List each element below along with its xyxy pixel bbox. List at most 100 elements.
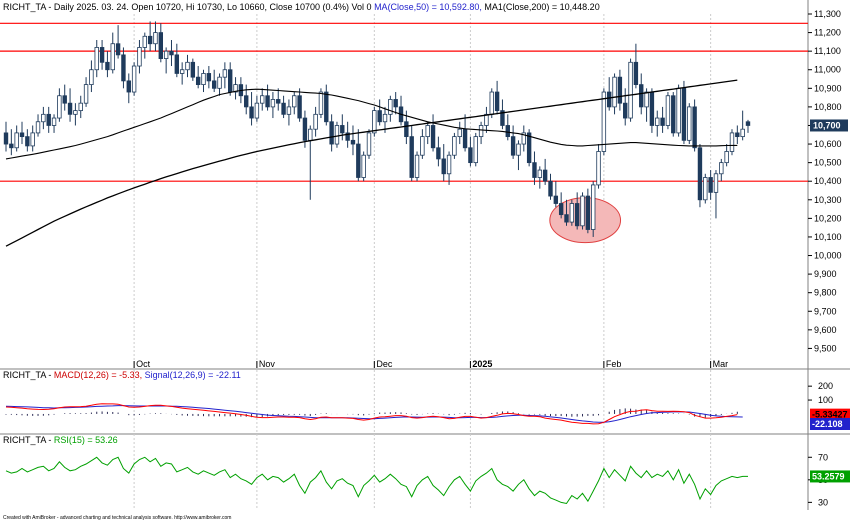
candle-down[interactable]	[494, 91, 500, 112]
candle-down[interactable]	[430, 125, 436, 149]
candle-up[interactable]	[201, 73, 206, 85]
candle-up[interactable]	[590, 184, 596, 230]
candle-down[interactable]	[548, 180, 553, 197]
macd-pane[interactable]	[5, 403, 743, 425]
candle-down[interactable]	[526, 132, 532, 164]
candle-up[interactable]	[361, 154, 366, 178]
candle-down[interactable]	[147, 35, 153, 45]
candle-up[interactable]	[489, 91, 494, 115]
candle-down[interactable]	[340, 125, 345, 134]
candle-up[interactable]	[569, 203, 575, 223]
candle-down[interactable]	[500, 110, 505, 126]
candle-down[interactable]	[745, 121, 751, 126]
candle-down[interactable]	[265, 95, 270, 108]
macd-line[interactable]	[5, 403, 738, 425]
candle-down[interactable]	[393, 99, 398, 108]
candle-down[interactable]	[692, 106, 697, 149]
candle-down[interactable]	[585, 195, 591, 230]
candle-up[interactable]	[457, 128, 462, 138]
candle-up[interactable]	[51, 117, 57, 126]
candle-up[interactable]	[73, 110, 78, 115]
candle-up[interactable]	[655, 117, 660, 126]
candle-down[interactable]	[639, 84, 644, 108]
candle-down[interactable]	[350, 139, 356, 145]
candle-up[interactable]	[185, 61, 190, 71]
candle-down[interactable]	[206, 73, 212, 82]
candle-up[interactable]	[420, 136, 425, 156]
candle-up[interactable]	[83, 84, 89, 104]
candle-down[interactable]	[126, 80, 131, 93]
highlight-ellipse[interactable]	[549, 197, 622, 244]
candle-down[interactable]	[510, 136, 516, 156]
candle-down[interactable]	[468, 147, 473, 164]
candle-up[interactable]	[452, 136, 457, 156]
candle-down[interactable]	[244, 95, 249, 108]
candle-down[interactable]	[660, 117, 665, 126]
candle-up[interactable]	[414, 154, 420, 178]
candle-up[interactable]	[425, 125, 430, 138]
candle-down[interactable]	[623, 102, 628, 119]
rsi-pane[interactable]	[5, 456, 748, 505]
candle-down[interactable]	[190, 61, 196, 78]
candle-up[interactable]	[388, 99, 393, 115]
candle-up[interactable]	[308, 128, 313, 141]
candle-up[interactable]	[222, 69, 228, 78]
candle-down[interactable]	[9, 143, 14, 149]
candle-down[interactable]	[276, 99, 281, 104]
candle-up[interactable]	[57, 95, 62, 119]
candle-down[interactable]	[99, 47, 105, 63]
candle-down[interactable]	[607, 91, 612, 108]
candle-up[interactable]	[270, 99, 276, 108]
candle-down[interactable]	[228, 69, 233, 93]
candle-up[interactable]	[313, 113, 318, 130]
candle-up[interactable]	[318, 91, 324, 115]
candle-down[interactable]	[441, 158, 446, 175]
candle-up[interactable]	[217, 76, 222, 89]
candle-up[interactable]	[484, 113, 489, 126]
price-pane[interactable]	[0, 21, 808, 247]
candle-up[interactable]	[729, 132, 735, 152]
candle-down[interactable]	[105, 61, 110, 71]
candle-down[interactable]	[297, 95, 302, 119]
candle-down[interactable]	[617, 76, 623, 104]
candle-down[interactable]	[649, 91, 655, 126]
candle-down[interactable]	[558, 203, 564, 216]
candle-down[interactable]	[211, 80, 217, 89]
candle-up[interactable]	[473, 136, 478, 164]
candle-down[interactable]	[409, 136, 414, 178]
candle-down[interactable]	[462, 128, 468, 149]
candle-up[interactable]	[94, 47, 99, 71]
candle-up[interactable]	[137, 47, 142, 67]
candle-up[interactable]	[644, 91, 649, 108]
candle-up[interactable]	[30, 132, 35, 147]
candle-down[interactable]	[249, 106, 254, 119]
candle-down[interactable]	[532, 162, 537, 178]
candle-up[interactable]	[179, 69, 185, 74]
candle-down[interactable]	[25, 136, 30, 147]
candle-up[interactable]	[601, 91, 607, 152]
candle-down[interactable]	[671, 95, 676, 134]
candle-down[interactable]	[62, 95, 67, 104]
candle-up[interactable]	[260, 95, 265, 104]
candle-down[interactable]	[345, 132, 350, 141]
candle-up[interactable]	[110, 43, 115, 71]
candle-up[interactable]	[334, 125, 340, 145]
candle-up[interactable]	[628, 61, 633, 119]
candle-up[interactable]	[687, 106, 692, 141]
candle-down[interactable]	[404, 121, 409, 138]
candle-down[interactable]	[708, 177, 713, 193]
candle-down[interactable]	[281, 102, 286, 115]
candle-down[interactable]	[356, 143, 361, 178]
candle-up[interactable]	[233, 84, 238, 93]
candle-up[interactable]	[724, 151, 729, 164]
candle-down[interactable]	[169, 50, 174, 56]
candle-down[interactable]	[505, 125, 510, 138]
candle-up[interactable]	[703, 177, 708, 201]
candle-up[interactable]	[446, 154, 452, 175]
candle-up[interactable]	[372, 110, 377, 134]
candle-down[interactable]	[115, 43, 121, 56]
candle-down[interactable]	[574, 203, 580, 227]
candle-up[interactable]	[41, 113, 46, 123]
rsi-line[interactable]	[5, 456, 748, 505]
candle-down[interactable]	[681, 87, 687, 141]
